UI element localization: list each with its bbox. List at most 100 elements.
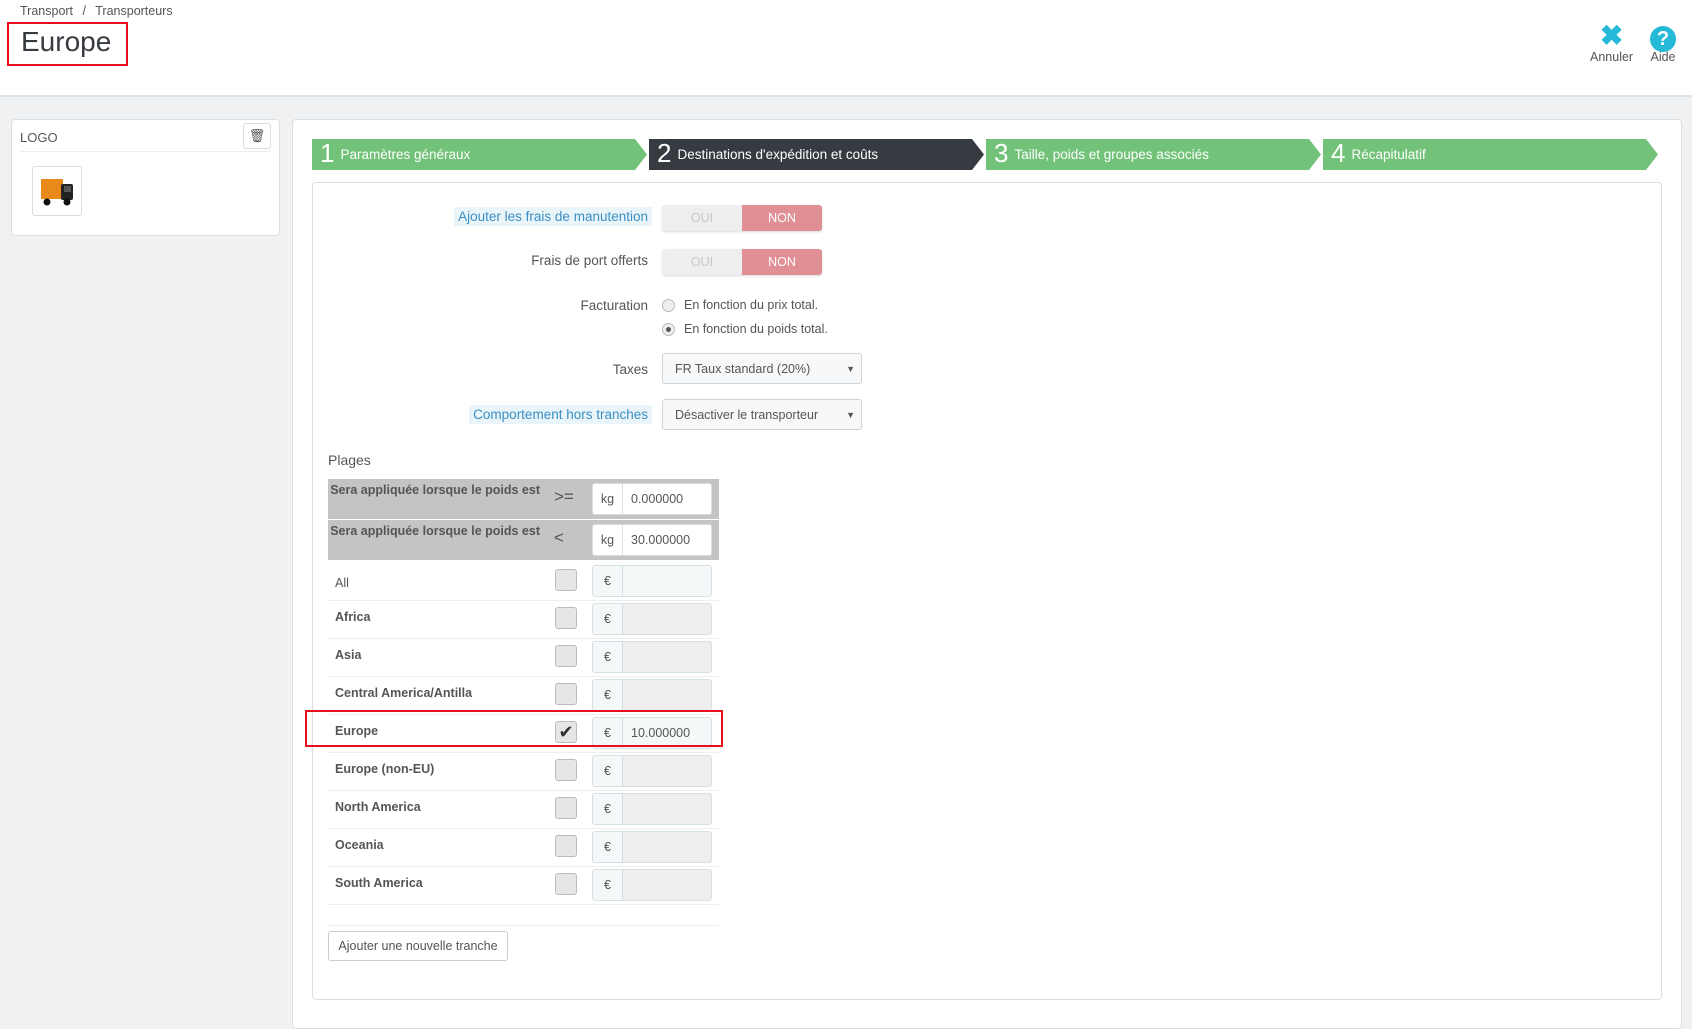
zone-row: Central America/Antilla € — [328, 677, 719, 715]
free-shipping-toggle[interactable]: OUI NON — [662, 249, 822, 275]
cancel-button[interactable]: ✖ Annuler — [1590, 20, 1634, 65]
cancel-label: Annuler — [1590, 50, 1634, 64]
currency-addon: € — [593, 680, 623, 710]
zone-price-value[interactable] — [623, 832, 711, 862]
currency-addon: € — [593, 718, 623, 748]
range-from-row: Sera appliquée lorsque le poids est >= k… — [328, 479, 719, 519]
breadcrumb-transport[interactable]: Transport — [20, 4, 74, 18]
zone-name: Oceania — [335, 838, 384, 852]
zone-name: Europe (non-EU) — [335, 762, 435, 776]
zone-price-input[interactable]: € — [592, 869, 712, 901]
zone-checkbox[interactable] — [555, 873, 577, 895]
zone-price-value[interactable] — [623, 642, 711, 672]
zone-price-input[interactable]: € — [592, 755, 712, 787]
step-4[interactable]: 4 Récapitulatif — [1323, 139, 1658, 170]
breadcrumb-carriers[interactable]: Transporteurs — [95, 4, 173, 18]
zone-price-input[interactable]: € 10.000000 — [592, 717, 712, 749]
step-number: 1 — [320, 137, 335, 168]
zone-price-value[interactable] — [623, 794, 711, 824]
zone-row: Asia € — [328, 639, 719, 677]
range-to-row: Sera appliquée lorsque le poids est < kg… — [328, 520, 719, 560]
zone-checkbox[interactable] — [555, 759, 577, 781]
zone-price-input[interactable]: € — [592, 831, 712, 863]
zone-checkbox[interactable] — [555, 683, 577, 705]
range-to-label: Sera appliquée lorsque le poids est — [330, 524, 540, 538]
step-label: Taille, poids et groupes associés — [1014, 147, 1209, 162]
page-title: Europe — [7, 22, 128, 66]
zone-price-input[interactable]: € — [592, 793, 712, 825]
zone-name: Asia — [335, 648, 362, 662]
handling-label: Ajouter les frais de manutention — [454, 207, 652, 226]
breadcrumb: Transport / Transporteurs — [20, 4, 179, 18]
handling-yes[interactable]: OUI — [662, 205, 742, 231]
currency-addon: € — [593, 794, 623, 824]
range-to-input[interactable]: kg 30.000000 — [592, 524, 712, 556]
range-from-value[interactable]: 0.000000 — [623, 484, 711, 514]
handling-no[interactable]: NON — [742, 205, 822, 231]
handling-toggle[interactable]: OUI NON — [662, 205, 822, 231]
radio-selected-icon — [662, 322, 675, 336]
range-to-operator: < — [554, 528, 564, 547]
zone-price-input[interactable]: € — [592, 679, 712, 711]
zone-checkbox[interactable] — [555, 797, 577, 819]
zone-row: All € — [328, 563, 719, 601]
billing-price-radio[interactable]: En fonction du prix total. — [662, 298, 818, 312]
checkmark-icon: ✔ — [558, 722, 574, 742]
page-header: Transport / Transporteurs Europe ✖ Annul… — [0, 0, 1692, 97]
zone-price-value[interactable] — [623, 756, 711, 786]
taxes-select[interactable]: FR Taux standard (20%) — [662, 353, 862, 385]
currency-addon: € — [593, 756, 623, 786]
zone-price-value[interactable]: 10.000000 — [631, 726, 691, 740]
range-from-operator: >= — [554, 487, 574, 506]
zone-price-value[interactable] — [623, 566, 711, 596]
add-range-button[interactable]: Ajouter une nouvelle tranche — [328, 931, 508, 961]
zone-price-value[interactable] — [623, 680, 711, 710]
taxes-label: Taxes — [612, 362, 648, 377]
free-shipping-yes[interactable]: OUI — [662, 249, 742, 275]
close-icon: ✖ — [1599, 20, 1624, 51]
currency-addon: € — [593, 832, 623, 862]
range-from-input[interactable]: kg 0.000000 — [592, 483, 712, 515]
step-1[interactable]: 1 Paramètres généraux — [312, 139, 647, 170]
radio-label: En fonction du prix total. — [684, 298, 819, 312]
billing-weight-radio[interactable]: En fonction du poids total. — [662, 322, 828, 336]
delete-logo-button[interactable]: 🗑 — [243, 123, 271, 149]
zone-checkbox[interactable] — [555, 607, 577, 629]
zone-price-input[interactable]: € — [592, 641, 712, 673]
zone-row: South America € — [328, 867, 719, 905]
range-from-label: Sera appliquée lorsque le poids est — [330, 483, 540, 497]
zone-checkbox[interactable]: ✔ — [555, 721, 577, 743]
free-shipping-label: Frais de port offerts — [531, 253, 648, 268]
currency-addon: € — [593, 870, 623, 900]
zone-row: Europe ✔ € 10.000000 — [328, 715, 719, 753]
zone-checkbox[interactable] — [555, 645, 577, 667]
step-label: Destinations d'expédition et coûts — [677, 147, 879, 162]
zone-price-value[interactable] — [623, 870, 711, 900]
unit-addon: kg — [593, 484, 623, 514]
ranges-title: Plages — [328, 452, 371, 468]
logo-heading-text: LOGO — [20, 130, 58, 145]
billing-label: Facturation — [580, 298, 648, 313]
truck-icon — [41, 179, 73, 206]
step-number: 4 — [1331, 137, 1346, 168]
step-2[interactable]: 2 Destinations d'expédition et coûts — [649, 139, 984, 170]
zone-checkbox[interactable] — [555, 835, 577, 857]
zone-price-input[interactable]: € — [592, 565, 712, 597]
out-of-range-select[interactable]: Désactiver le transporteur — [662, 399, 862, 431]
step-label: Paramètres généraux — [340, 147, 471, 162]
zone-name: Africa — [335, 610, 371, 624]
currency-addon: € — [593, 642, 623, 672]
step-label: Récapitulatif — [1351, 147, 1426, 162]
zone-checkbox[interactable] — [555, 569, 577, 591]
out-of-range-label: Comportement hors tranches — [469, 405, 652, 424]
free-shipping-no[interactable]: NON — [742, 249, 822, 275]
step-3[interactable]: 3 Taille, poids et groupes associés — [986, 139, 1321, 170]
help-button[interactable]: ? Aide — [1650, 22, 1676, 64]
highlight-box — [305, 710, 723, 747]
wizard-steps: 1 Paramètres généraux 2 Destinations d'exp… — [312, 139, 1662, 170]
help-label: Aide — [1650, 50, 1676, 64]
zone-price-input[interactable]: € — [592, 603, 712, 635]
currency-addon: € — [593, 604, 623, 634]
zone-price-value[interactable] — [623, 604, 711, 634]
range-to-value[interactable]: 30.000000 — [623, 525, 711, 555]
